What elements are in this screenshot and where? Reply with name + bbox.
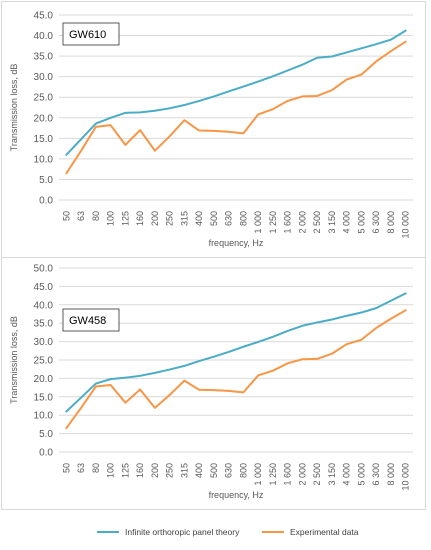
x-tick-label: 315 xyxy=(179,211,189,226)
x-tick-label: 50 xyxy=(61,463,71,473)
y-tick-label: 5.0 xyxy=(39,429,53,440)
legend-label-experimental: Experimental data xyxy=(290,527,359,537)
x-tick-label: 400 xyxy=(194,211,204,226)
x-tick-label: 1 000 xyxy=(253,463,263,486)
panel-label: GW610 xyxy=(69,29,106,41)
x-tick-label: 10 000 xyxy=(401,463,411,491)
x-axis-title: frequency, Hz xyxy=(209,238,264,248)
x-tick-label: 2 500 xyxy=(312,463,322,486)
x-tick-label: 630 xyxy=(224,463,234,478)
y-tick-label: 45.0 xyxy=(34,11,54,22)
series-line-experimental xyxy=(65,309,407,430)
series-line-experimental xyxy=(65,40,407,175)
x-tick-label: 1 600 xyxy=(283,211,293,234)
y-tick-label: 15.0 xyxy=(34,392,54,403)
chart-panel-bottom xyxy=(1,257,426,510)
y-tick-label: 35.0 xyxy=(34,52,54,63)
x-tick-label: 800 xyxy=(238,211,248,226)
x-tick-label: 160 xyxy=(135,463,145,478)
y-tick-label: 0.0 xyxy=(39,448,53,459)
x-tick-label: 160 xyxy=(135,211,145,226)
x-axis-title: frequency, Hz xyxy=(209,490,264,500)
x-tick-label: 100 xyxy=(106,463,116,478)
panel-label-box xyxy=(62,308,120,332)
x-tick-label: 2 000 xyxy=(297,463,307,486)
y-axis-title: Transmission loss, dB xyxy=(9,316,19,404)
panel-label-box xyxy=(62,22,120,46)
chart-bottom: 0.0 5.0 10.0 15.0 20.0 25.0 30.0 35.0 40.0 45.0 50… xyxy=(9,264,413,500)
series-line-theory xyxy=(65,29,407,156)
y-axis-title: Transmission loss, dB xyxy=(9,64,19,152)
x-tick-label: 4 000 xyxy=(342,463,352,486)
y-tick-label: 50.0 xyxy=(34,264,54,275)
x-tick-label: 315 xyxy=(179,463,189,478)
y-tick-label: 25.0 xyxy=(34,356,54,367)
y-tick-label: 25.0 xyxy=(34,93,54,104)
x-tick-label: 6 300 xyxy=(371,463,381,486)
legend-swatch-theory xyxy=(97,531,119,533)
x-tick-label: 5 000 xyxy=(356,463,366,486)
y-tick-label: 45.0 xyxy=(34,282,54,293)
x-tick-label: 800 xyxy=(238,463,248,478)
legend-swatch-experimental xyxy=(262,531,284,533)
chart-top: 0.0 5.0 10.0 15.0 20.0 25.0 30.0 35.0 40.0 45.0 50… xyxy=(9,11,413,248)
x-tick-label: 200 xyxy=(150,211,160,226)
x-tick-label: 50 xyxy=(61,211,71,221)
x-tick-label: 630 xyxy=(224,211,234,226)
y-tick-label: 5.0 xyxy=(39,175,53,186)
y-tick-label: 10.0 xyxy=(34,411,54,422)
x-tick-label: 4 000 xyxy=(342,211,352,234)
x-tick-label: 5 000 xyxy=(356,211,366,234)
y-tick-label: 35.0 xyxy=(34,319,54,330)
x-tick-label: 250 xyxy=(165,211,175,226)
x-tick-label: 2 000 xyxy=(297,211,307,234)
y-tick-label: 20.0 xyxy=(34,113,54,124)
x-tick-label: 63 xyxy=(76,211,86,221)
y-tick-label: 40.0 xyxy=(34,31,54,42)
x-tick-label: 125 xyxy=(120,211,130,226)
y-tick-label: 40.0 xyxy=(34,300,54,311)
series-line-theory xyxy=(65,292,407,413)
x-tick-label: 1 600 xyxy=(283,463,293,486)
legend: Infinite orthoropic panel theory Experim… xyxy=(0,527,431,545)
x-tick-label: 6 300 xyxy=(371,211,381,234)
y-tick-label: 20.0 xyxy=(34,374,54,385)
x-tick-label: 200 xyxy=(150,463,160,478)
panel-label: GW458 xyxy=(69,315,106,327)
x-tick-label: 500 xyxy=(209,211,219,226)
x-tick-label: 1 250 xyxy=(268,211,278,234)
x-tick-label: 100 xyxy=(106,211,116,226)
x-tick-label: 500 xyxy=(209,463,219,478)
y-tick-label: 30.0 xyxy=(34,337,54,348)
y-tick-label: 10.0 xyxy=(34,154,54,165)
x-tick-label: 2 500 xyxy=(312,211,322,234)
x-tick-label: 3 150 xyxy=(327,463,337,486)
legend-item-experimental: Experimental data xyxy=(262,527,359,537)
x-tick-label: 250 xyxy=(165,463,175,478)
x-tick-label: 80 xyxy=(91,211,101,221)
legend-label-theory: Infinite orthoropic panel theory xyxy=(125,527,240,537)
x-tick-label: 80 xyxy=(91,463,101,473)
y-tick-label: 15.0 xyxy=(34,134,54,145)
x-tick-label: 1 250 xyxy=(268,463,278,486)
x-tick-label: 8 000 xyxy=(386,463,396,486)
x-tick-label: 3 150 xyxy=(327,211,337,234)
legend-item-theory: Infinite orthoropic panel theory xyxy=(97,527,239,537)
x-tick-label: 8 000 xyxy=(386,211,396,234)
y-tick-label: 30.0 xyxy=(34,72,54,83)
y-tick-label: 0.0 xyxy=(39,196,53,207)
x-tick-label: 125 xyxy=(120,463,130,478)
x-tick-label: 400 xyxy=(194,463,204,478)
x-tick-label: 63 xyxy=(76,463,86,473)
x-tick-label: 10 000 xyxy=(401,211,411,239)
x-tick-label: 1 000 xyxy=(253,211,263,234)
